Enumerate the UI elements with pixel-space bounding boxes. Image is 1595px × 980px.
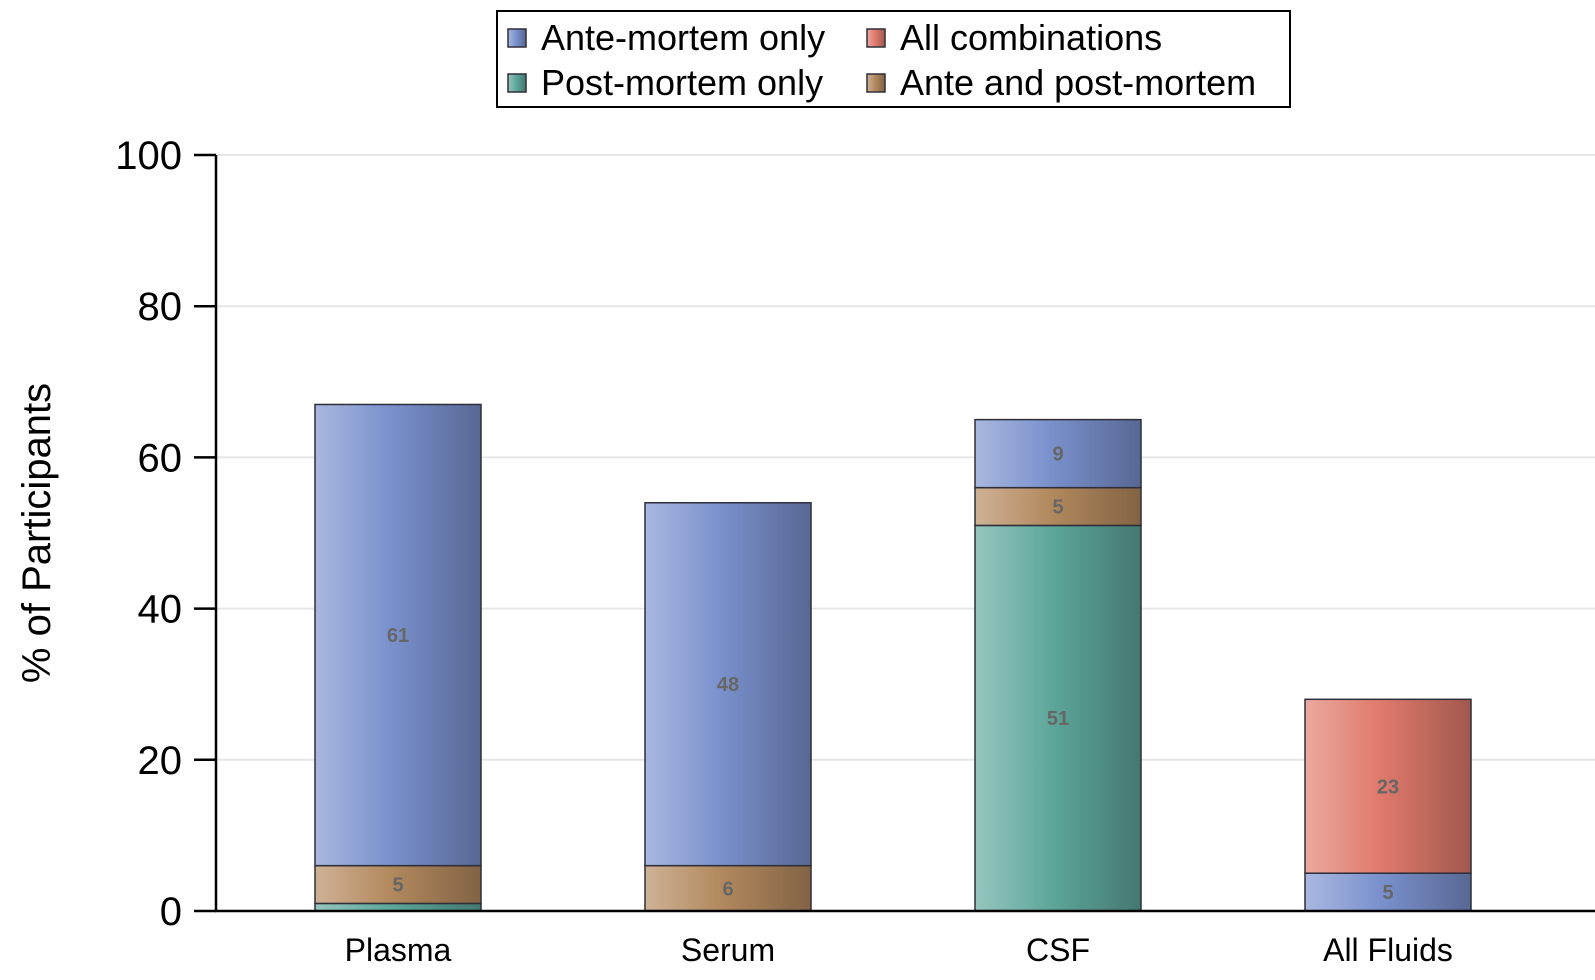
y-tick-label-20: 20 — [138, 739, 183, 783]
x-tick-label-plasma: Plasma — [345, 932, 452, 968]
legend-swatch-post-mortem-only — [507, 73, 527, 93]
y-tick-label-80: 80 — [138, 285, 183, 329]
y-tick-label-100: 100 — [115, 134, 182, 178]
y-tick-label-60: 60 — [138, 436, 183, 480]
bar-csf-ante-mortem-only — [974, 418, 1142, 489]
y-tick-label-0: 0 — [160, 890, 182, 934]
data-label-serum-ante-mortem-only: 48 — [717, 674, 739, 696]
legend-label-all-combinations: All combinations — [900, 17, 1162, 58]
x-tick-label-serum: Serum — [681, 932, 775, 968]
legend-swatch-ante-mortem-only — [507, 28, 527, 48]
legend-box — [496, 10, 1291, 108]
bar-csf-ante-and-post-mortem — [974, 486, 1142, 527]
data-label-plasma-ante-mortem-only: 61 — [387, 625, 409, 647]
data-label-serum-ante-and-post-mortem: 6 — [722, 878, 733, 900]
data-label-all-fluids-all-combinations: 23 — [1377, 776, 1399, 798]
legend-swatch-all-combinations — [866, 28, 886, 48]
bar-serum-ante-and-post-mortem — [644, 864, 812, 912]
bar-csf-post-mortem-only — [974, 524, 1142, 912]
data-label-csf-post-mortem-only: 51 — [1047, 708, 1069, 730]
bar-plasma-ante-mortem-only — [314, 403, 482, 867]
bar-serum-ante-mortem-only — [644, 502, 812, 867]
bar-all-fluids-all-combinations — [1304, 698, 1472, 874]
legend-label-post-mortem-only: Post-mortem only — [541, 62, 823, 103]
x-tick-label-csf: CSF — [1026, 932, 1090, 968]
legend: Ante-mortem only All combinations Post-mor… — [496, 10, 1291, 108]
legend-label-ante-and-post-mortem: Ante and post-mortem — [900, 62, 1256, 103]
legend-label-ante-mortem-only: Ante-mortem only — [541, 17, 825, 58]
x-tick-label-all-fluids: All Fluids — [1323, 932, 1453, 968]
data-label-csf-ante-and-post-mortem: 5 — [1052, 497, 1063, 519]
y-axis-title: % of Participants — [15, 383, 59, 683]
data-label-csf-ante-mortem-only: 9 — [1052, 444, 1063, 466]
bars — [314, 403, 1472, 912]
bar-plasma-ante-and-post-mortem — [314, 864, 482, 905]
legend-swatch-ante-and-post-mortem — [866, 73, 886, 93]
data-labels: 5 61 6 48 51 5 9 5 23 — [387, 444, 1399, 904]
data-label-all-fluids-ante-mortem-only: 5 — [1382, 882, 1393, 904]
y-tick-label-40: 40 — [138, 588, 183, 632]
data-label-plasma-ante-and-post-mortem: 5 — [392, 875, 403, 897]
axes: 0 20 40 60 80 100 Plasma Serum CSF All Fluids — [115, 134, 1595, 968]
